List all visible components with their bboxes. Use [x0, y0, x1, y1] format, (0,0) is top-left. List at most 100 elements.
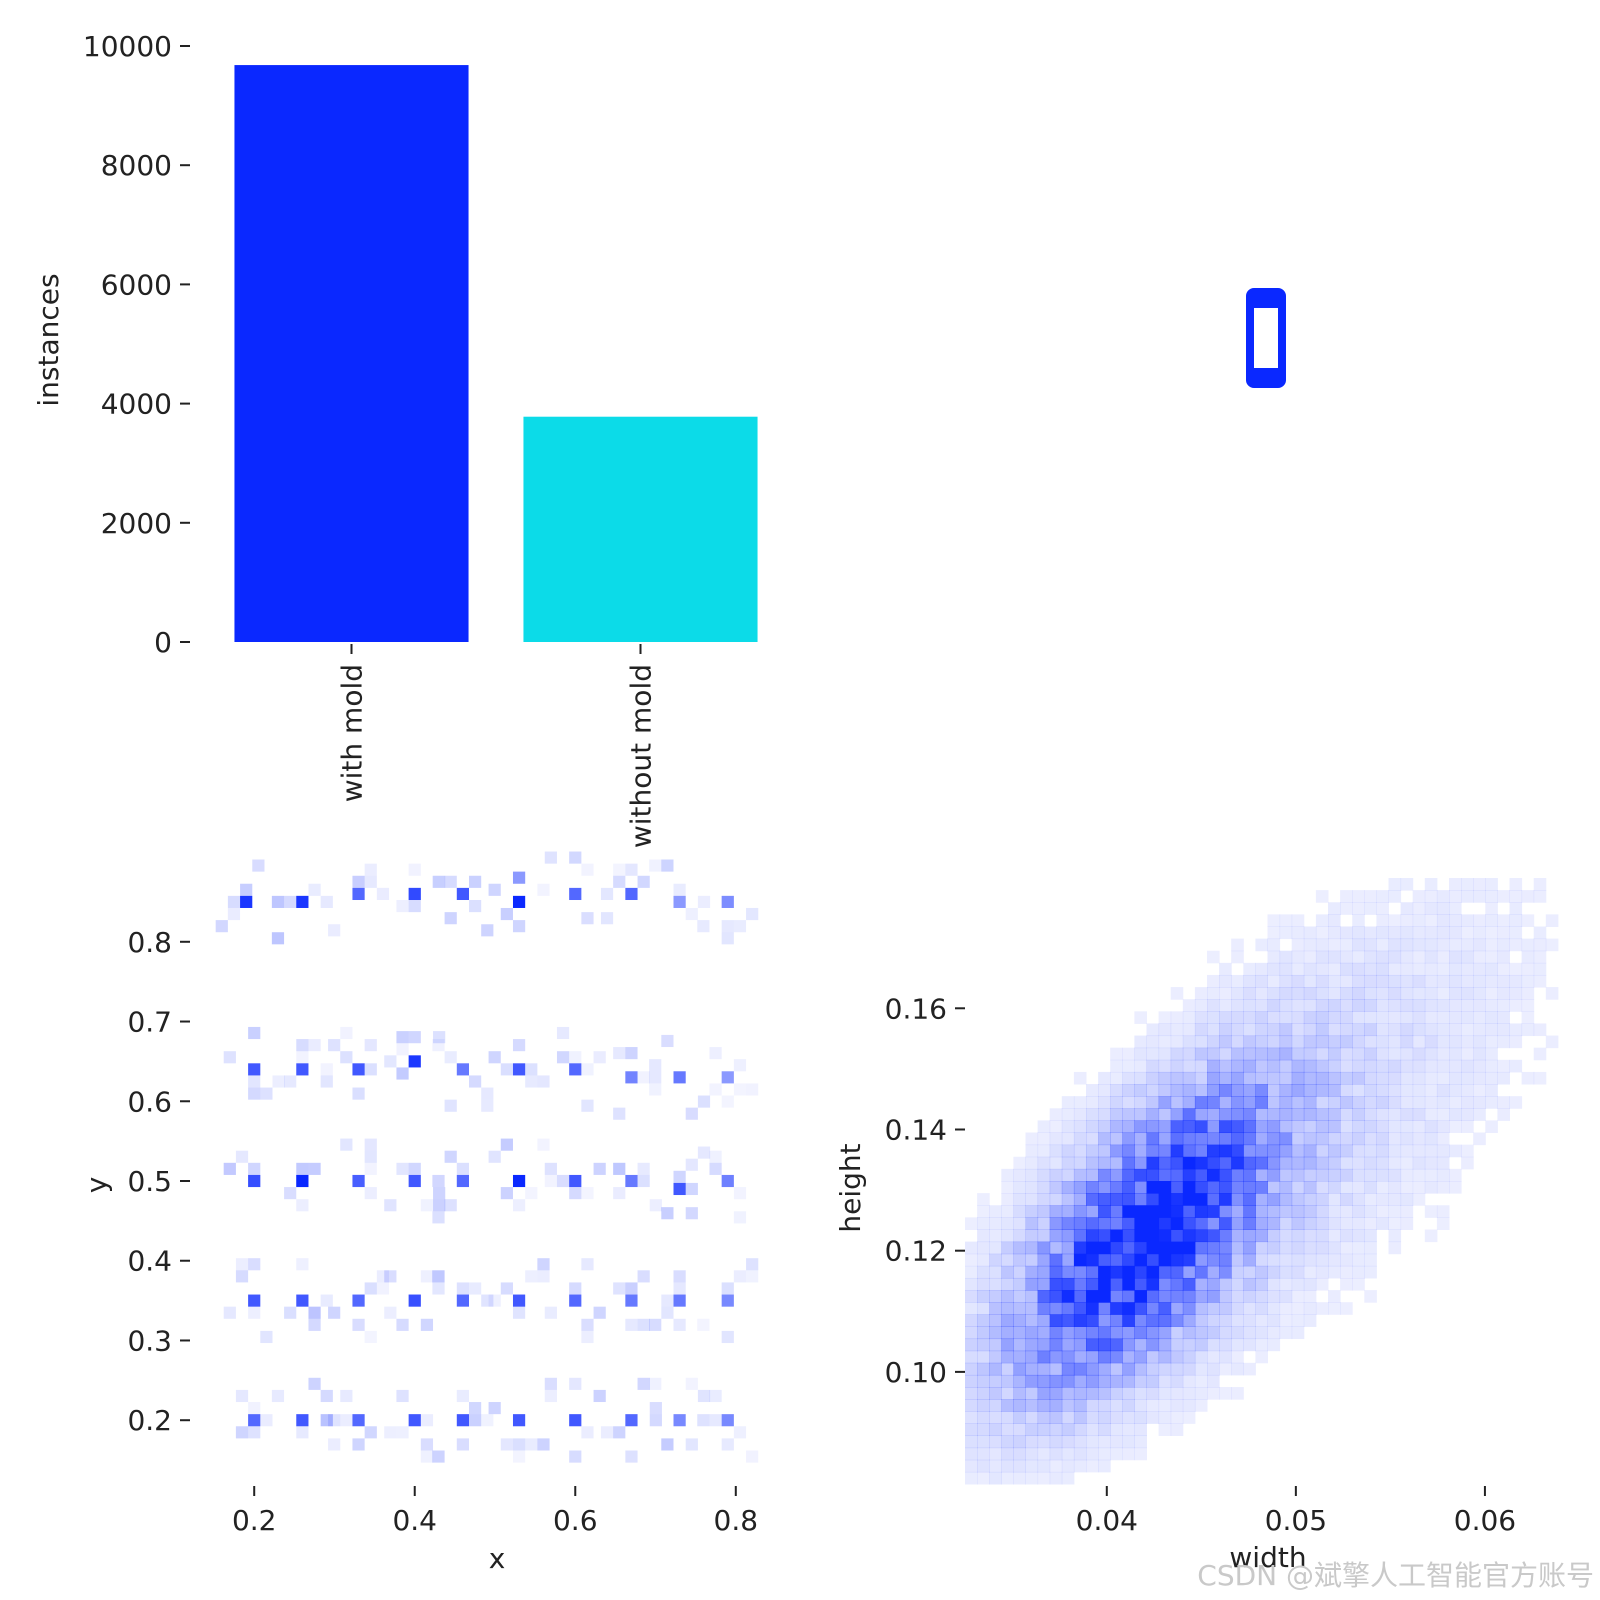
wh-heat-cell: [1061, 1120, 1075, 1134]
wh-heat-cell: [1231, 1059, 1244, 1073]
wh-heat-cell: [1521, 1023, 1535, 1037]
wh-heat-cell: [1170, 1217, 1184, 1230]
wh-heat-cell: [1182, 1326, 1196, 1340]
wh-heat-cell: [1243, 1144, 1256, 1158]
wh-heat-cell: [1364, 1290, 1377, 1303]
wh-heat-cell: [1146, 1350, 1160, 1364]
wh-heat-cell: [1086, 1338, 1099, 1352]
wh-heat-cell: [1073, 1193, 1087, 1206]
wh-heat-cell: [1110, 1277, 1123, 1291]
wh-heat-cell: [1243, 999, 1256, 1012]
xy-heat-cell: [364, 1426, 377, 1439]
wh-heat-cell: [1098, 1241, 1111, 1255]
xy-heat-cell: [721, 1071, 734, 1084]
wh-heat-cell: [1279, 914, 1293, 927]
wh-heat-cell: [1449, 950, 1462, 964]
xy-heat-cell: [673, 1294, 686, 1307]
wh-heat-cell: [1424, 926, 1438, 940]
wh-heat-cell: [1110, 1399, 1123, 1412]
wh-heat-cell: [1146, 1217, 1160, 1230]
xy-heat-cell: [637, 1377, 650, 1390]
wh-heat-cell: [1158, 1277, 1172, 1291]
xy-heat-cell: [625, 863, 638, 876]
wh-heat-cell: [1122, 1144, 1135, 1158]
wh-heat-cell: [965, 1387, 978, 1400]
xy-heat-cell: [284, 1075, 297, 1088]
wh-heat-cell: [1158, 1132, 1172, 1146]
xy-heat-cell: [649, 1377, 662, 1390]
wh-heat-cell: [1449, 1096, 1462, 1109]
wh-heat-cell: [1291, 1277, 1305, 1291]
wh-heat-cell: [1340, 1108, 1353, 1121]
wh-heat-cell: [1436, 987, 1450, 1000]
wh-heat-cell: [1170, 1035, 1184, 1049]
wh-heat-cell: [1170, 1229, 1184, 1243]
wh-heat-cell: [1376, 962, 1389, 976]
wh-heat-cell: [1207, 1084, 1220, 1097]
wh-heat-cell: [1291, 1205, 1305, 1218]
xy-heat-cell: [248, 1294, 261, 1307]
wh-heat-cell: [1194, 1265, 1208, 1279]
wh-heat-cell: [1134, 1071, 1147, 1085]
wh-heat-cell: [1352, 1168, 1365, 1182]
wh-heat-cell: [1122, 1350, 1135, 1364]
wh-heat-cell: [1194, 1132, 1208, 1146]
wh-heat-cell: [1061, 1411, 1075, 1424]
wh-heat-cell: [1219, 1253, 1232, 1267]
xy-heat-cell: [569, 1051, 582, 1064]
wh-heat-cell: [1098, 1459, 1111, 1473]
xy-heat-cell: [685, 1207, 698, 1220]
wh-heat-cell: [1219, 1205, 1232, 1218]
wh-heat-cell: [1291, 999, 1305, 1012]
wh-heat-cell: [1158, 1144, 1172, 1158]
wh-heat-cell: [1110, 1241, 1123, 1255]
wh-heat-cell: [1219, 1035, 1232, 1049]
xy-heat-cell: [396, 1389, 409, 1403]
xy-heat-cell: [223, 1051, 236, 1064]
wh-heat-cell: [1049, 1205, 1063, 1218]
wh-heat-cell: [1025, 1217, 1039, 1230]
wh-heat-cell: [1412, 1144, 1426, 1158]
wh-heat-cell: [1061, 1168, 1075, 1182]
wh-heat-cell: [1122, 1156, 1135, 1170]
wh-heat-cell: [1207, 1132, 1220, 1146]
wh-heat-cell: [1436, 1181, 1450, 1194]
xy-heat-cell: [432, 875, 445, 888]
wh-heat-cell: [1025, 1241, 1039, 1255]
xy-heat-cell: [537, 1258, 550, 1271]
xy-x-tick-label: 0.8: [714, 1504, 759, 1537]
wh-heat-cell: [1122, 1277, 1135, 1291]
wh-heat-cell: [1328, 1193, 1341, 1206]
wh-heat-cell: [977, 1241, 990, 1255]
wh-heat-cell: [1194, 1253, 1208, 1267]
wh-heat-cell: [1461, 1071, 1474, 1085]
wh-heat-cell: [1158, 1193, 1172, 1206]
wh-heat-cell: [1231, 1132, 1244, 1146]
xy-heat-cell: [569, 1187, 582, 1200]
wh-heat-cell: [1388, 1011, 1402, 1024]
wh-heat-cell: [1340, 926, 1353, 940]
wh-heat-cell: [1449, 1059, 1462, 1073]
wh-heat-cell: [1255, 1338, 1268, 1352]
wh-heat-cell: [1291, 1156, 1305, 1170]
wh-heat-cell: [1449, 962, 1462, 976]
wh-heat-cell: [1436, 1035, 1450, 1049]
wh-heat-cell: [1424, 1205, 1438, 1218]
wh-heat-cell: [1303, 974, 1317, 988]
wh-heat-cell: [1013, 1217, 1026, 1230]
xy-heat-cell: [537, 883, 550, 896]
xy-heat-cell: [525, 1187, 538, 1200]
wh-heat-cell: [1255, 1253, 1268, 1267]
wh-heat-cell: [1255, 1217, 1268, 1230]
wh-heat-cell: [1134, 1084, 1147, 1097]
wh-heat-cell: [1473, 1047, 1486, 1061]
wh-heat-cell: [1328, 902, 1341, 915]
wh-heat-cell: [1110, 1435, 1123, 1449]
wh-heat-cell: [1461, 1108, 1474, 1121]
wh-heat-cell: [1073, 1423, 1087, 1437]
wh-heat-cell: [1449, 1084, 1462, 1097]
wh-heat-cell: [1219, 1132, 1232, 1146]
xy-heat-cell: [384, 1426, 397, 1439]
xy-heat-cell: [408, 900, 421, 913]
wh-heat-cell: [1231, 1168, 1244, 1182]
